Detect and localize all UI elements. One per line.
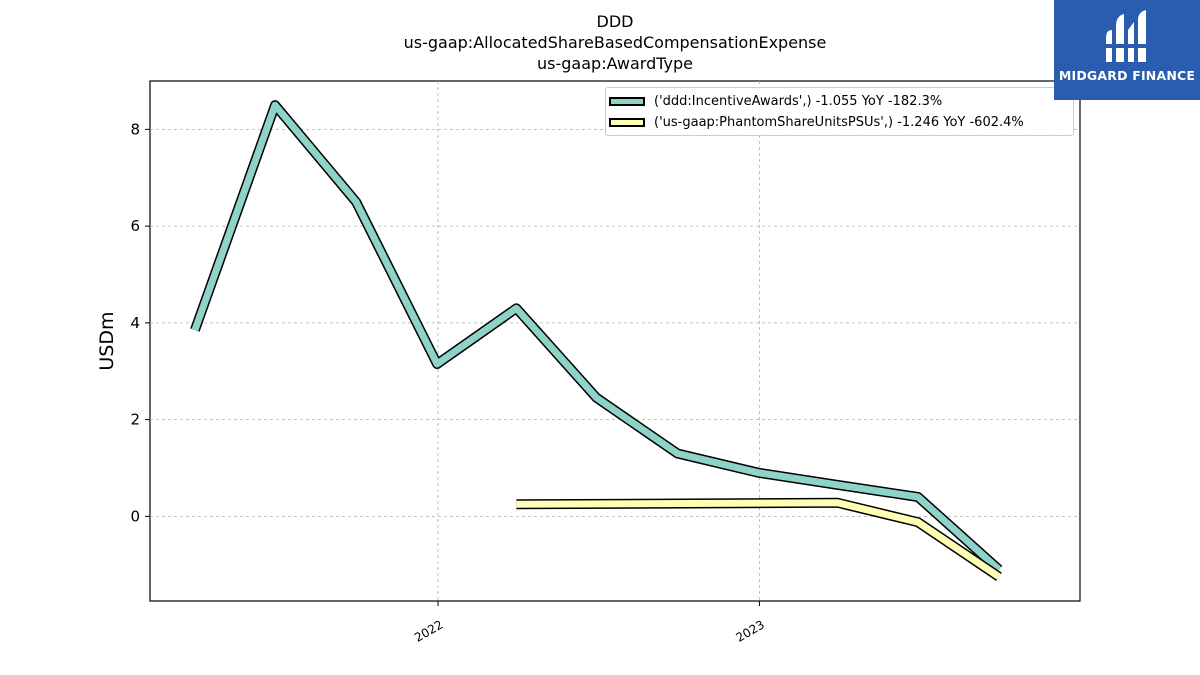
series-outline-1: [516, 497, 1002, 581]
midgard-logo-icon: [1102, 10, 1150, 62]
logo-text: MIDGARD FINANCE: [1058, 68, 1196, 83]
y-tick-label: 2: [130, 411, 140, 429]
y-tick-label: 8: [130, 120, 140, 138]
legend-label-phantom-share-units: ('us-gaap:PhantomShareUnitsPSUs',) -1.24…: [654, 114, 1024, 130]
chart-title: DDD: [596, 12, 634, 31]
y-axis-label: USDm: [96, 311, 118, 370]
chart-subtitle-line-1: us-gaap:AllocatedShareBasedCompensationE…: [403, 33, 827, 52]
legend-item-phantom-share-units: ('us-gaap:PhantomShareUnitsPSUs',) -1.24…: [606, 112, 1024, 132]
y-tick-label: 0: [130, 507, 140, 525]
chart-legend: ('ddd:IncentiveAwards',) -1.055 YoY -182…: [605, 87, 1074, 136]
y-tick-label: 6: [130, 217, 140, 235]
legend-swatch-phantom-share-units: [609, 117, 645, 127]
x-tick-label: 2022: [412, 617, 445, 644]
midgard-finance-logo: MIDGARD FINANCE: [1054, 0, 1200, 100]
series-line-0: [191, 101, 1002, 573]
legend-item-incentive-awards: ('ddd:IncentiveAwards',) -1.055 YoY -182…: [606, 91, 942, 111]
x-tick-label: 2023: [733, 617, 766, 644]
plot-frame: [149, 80, 1081, 602]
chart-subtitle-line-2: us-gaap:AwardType: [537, 54, 693, 73]
legend-label-incentive-awards: ('ddd:IncentiveAwards',) -1.055 YoY -182…: [654, 93, 943, 109]
legend-swatch-incentive-awards: [609, 96, 645, 106]
y-tick-label: 4: [130, 314, 140, 332]
series-line-1: [516, 499, 1001, 580]
